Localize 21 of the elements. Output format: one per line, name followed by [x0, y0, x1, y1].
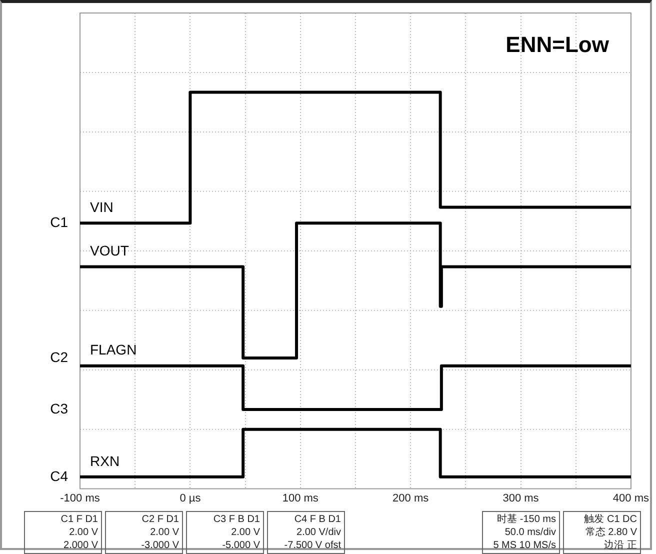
- x-tick-label: 100 ms: [282, 492, 319, 504]
- text: C3: [50, 400, 68, 416]
- series-label: RXN: [90, 452, 120, 469]
- x-tick-label: 300 ms: [502, 492, 540, 504]
- text: 时基 -150 ms 50.0 ms/div 5 MS 10 MS/s: [482, 511, 560, 554]
- series-label: FLAGN: [90, 342, 137, 358]
- x-tick-label: 0 µs: [180, 492, 202, 504]
- series-label: VIN: [90, 199, 114, 216]
- x-tick-label: 200 ms: [392, 492, 430, 504]
- text: C1 F D1 2.00 V 2.000 V: [24, 511, 102, 554]
- series-label: VOUT: [90, 242, 130, 259]
- x-tick-label: 400 ms: [612, 492, 650, 504]
- text: C4: [50, 468, 68, 484]
- x-tick-label: -100 ms: [60, 492, 100, 504]
- text: 触发 C1 DC 常态 2.80 V 边沿 正: [563, 511, 641, 554]
- text: C3 F B D1 2.00 V -5.000 V: [186, 511, 264, 554]
- chart-title: ENN=Low: [506, 32, 610, 58]
- text: C2 F D1 2.00 V -3.000 V: [105, 511, 183, 554]
- text: C4 F B D1 2.00 V/div -7.500 V ofst: [267, 511, 345, 554]
- text: C1: [50, 214, 68, 230]
- text: C2: [50, 348, 68, 365]
